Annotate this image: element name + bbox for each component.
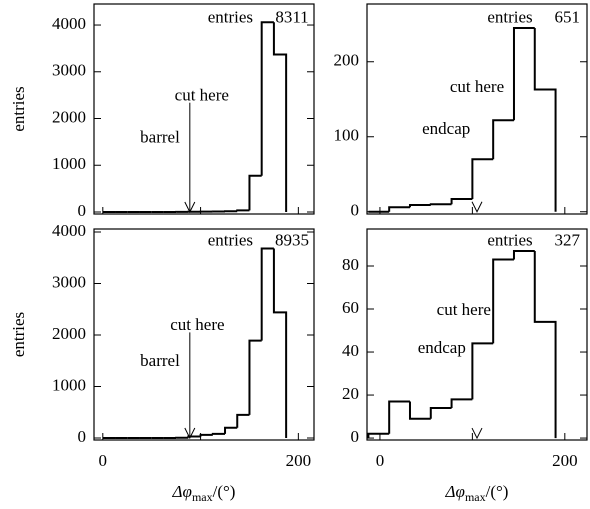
cut-arrowhead [471,201,483,213]
y-tick-label: 40 [342,341,359,360]
histogram-bin [533,250,557,439]
y-tick-label: 0 [351,427,360,446]
histogram-bin [388,206,410,212]
y-tick-label: 4000 [52,14,86,33]
x-axis-label: Δφmax/(°) [445,482,509,504]
histogram-bin [211,432,226,435]
cut-arrowhead [184,427,196,440]
cut-label: cut here [170,315,224,334]
x-axis-label-sub: max [192,490,213,504]
histogram-bin [236,209,250,212]
x-tick-label: 0 [99,451,108,470]
y-tick-label: 3000 [52,272,86,291]
y-tick-label: 100 [334,126,360,145]
x-tick-label: 200 [286,451,312,470]
y-axis-label: entries [9,312,28,357]
entries-label: entries [208,231,253,250]
entries-label: entries [487,231,532,250]
x-axis-label-main: Δφ [445,482,465,501]
region-label: endcap [418,338,466,357]
histogram-bin [367,432,390,439]
histogram-bin [248,174,262,211]
y-tick-label: 1000 [52,375,86,394]
cut-label: cut here [437,300,491,319]
histogram-bin [236,413,250,428]
histogram-bin [450,398,473,408]
entries-value: 651 [554,8,580,27]
histogram-bin [408,401,431,420]
frame [366,3,588,215]
region-label: barrel [140,127,180,146]
region-label: endcap [422,119,470,138]
x-axis-label-unit: /(°) [213,482,236,501]
histogram-bin [272,248,288,438]
entries-value: 8311 [275,8,308,27]
y-tick-label: 60 [342,298,359,317]
histogram-bin [408,204,431,208]
y-tick-label: 0 [78,201,87,220]
histogram-bin [187,435,201,438]
y-tick-label: 4000 [52,221,86,240]
x-axis-label-sub: max [465,490,486,504]
y-tick-label: 0 [78,427,87,446]
y-tick-label: 20 [342,384,359,403]
x-axis-label: Δφmax/(°) [172,482,236,504]
histogram-bin [471,158,494,199]
entries-value: 8935 [275,231,309,250]
y-tick-label: 2000 [52,324,86,343]
frame [93,3,315,215]
x-axis-label-main: Δφ [172,482,192,501]
x-tick-label: 200 [552,451,578,470]
region-label: barrel [140,351,180,370]
histogram-bin [199,433,213,437]
histogram-bin [260,247,274,341]
histogram-bin [450,198,473,205]
entries-value: 327 [554,231,580,250]
cut-arrowhead [184,201,196,214]
histogram-bin [260,21,274,176]
entries-label: entries [487,8,532,27]
histogram-bin [272,22,288,212]
histogram-bin [533,28,557,212]
histogram-bin [429,406,452,419]
y-tick-label: 80 [342,255,359,274]
histogram-bin [429,203,452,206]
y-tick-label: 3000 [52,61,86,80]
y-tick-label: 0 [351,201,360,220]
histogram-bin [388,400,410,434]
histogram-bin [492,258,514,344]
frame [93,228,315,441]
histogram-bin [492,119,514,160]
histogram-bin [224,426,238,434]
y-tick-label: 200 [334,51,360,70]
cut-label: cut here [450,77,504,96]
y-axis-label: entries [9,86,28,131]
x-axis-label-unit: /(°) [486,482,509,501]
entries-label: entries [208,8,253,27]
cut-label: cut here [175,85,229,104]
cut-arrowhead [471,427,483,440]
frame [366,228,588,441]
histogram-bin [512,27,535,121]
x-tick-label: 0 [376,451,385,470]
y-tick-label: 2000 [52,107,86,126]
histogram-bin [471,342,494,400]
histogram-bin [248,339,262,415]
histogram-bin [512,249,535,260]
y-tick-label: 1000 [52,154,86,173]
